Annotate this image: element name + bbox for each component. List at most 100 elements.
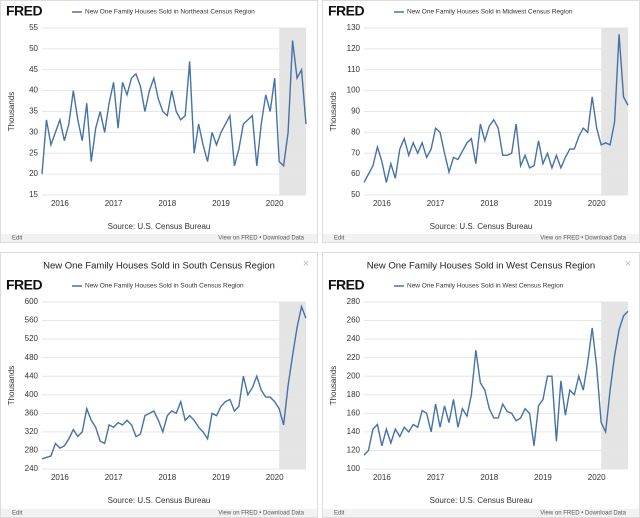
y-tick-label: 50 xyxy=(351,190,360,199)
footer-links[interactable]: View on FRED • Download Data xyxy=(218,236,304,242)
y-tick-label: 180 xyxy=(347,390,361,399)
y-tick-label: 70 xyxy=(351,148,360,157)
chart-panel: New One Family Houses Sold in South Cens… xyxy=(0,252,318,518)
footer-links[interactable]: View on FRED • Download Data xyxy=(540,236,626,242)
y-tick-label: 320 xyxy=(25,427,39,436)
y-tick-label: 55 xyxy=(29,23,38,32)
y-tick-label: 20 xyxy=(29,169,38,178)
y-tick-label: 260 xyxy=(347,316,361,325)
x-tick-label: 2020 xyxy=(588,473,606,482)
chart-panel: FRED New One Family Houses Sold in Midwes… xyxy=(322,0,640,243)
y-tick-label: 35 xyxy=(29,107,38,116)
y-tick-label: 480 xyxy=(25,353,39,362)
y-tick-label: 80 xyxy=(351,127,360,136)
close-icon: × xyxy=(303,258,309,270)
x-tick-label: 2018 xyxy=(480,199,498,208)
x-tick-label: 2017 xyxy=(427,473,445,482)
y-tick-label: 90 xyxy=(351,107,360,116)
edit-link[interactable]: Edit xyxy=(12,511,23,517)
x-tick-label: 2019 xyxy=(534,199,552,208)
x-tick-label: 2020 xyxy=(266,199,284,208)
plot-area xyxy=(42,302,306,469)
line-series xyxy=(41,40,307,175)
y-tick-label: 280 xyxy=(25,446,39,455)
x-tick-label: 2017 xyxy=(105,473,123,482)
y-tick-label: 560 xyxy=(25,316,39,325)
footer-bar xyxy=(1,509,317,517)
x-tick-label: 2019 xyxy=(212,473,230,482)
x-tick-label: 2016 xyxy=(373,473,391,482)
y-tick-label: 240 xyxy=(347,334,361,343)
legend-label: New One Family Houses Sold in Northeast … xyxy=(85,9,255,16)
footer-links[interactable]: View on FRED • Download Data xyxy=(540,511,626,517)
y-tick-label: 600 xyxy=(25,297,39,306)
x-tick-label: 2018 xyxy=(480,473,498,482)
y-tick-label: 100 xyxy=(347,464,361,473)
fred-logo: FRED xyxy=(328,3,365,19)
y-tick-label: 130 xyxy=(347,23,361,32)
line-series xyxy=(363,34,629,183)
y-tick-label: 120 xyxy=(347,44,361,53)
chart-panel: New One Family Houses Sold in West Censu… xyxy=(322,252,640,518)
x-tick-label: 2019 xyxy=(534,473,552,482)
fred-logo: FRED xyxy=(328,277,365,293)
legend-label: New One Family Houses Sold in Midwest Ce… xyxy=(407,9,573,16)
x-tick-label: 2017 xyxy=(427,199,445,208)
y-tick-label: 440 xyxy=(25,371,39,380)
fred-logo: FRED xyxy=(6,277,43,293)
y-tick-label: 400 xyxy=(25,390,39,399)
x-tick-label: 2017 xyxy=(105,199,123,208)
recession-shading xyxy=(601,302,628,469)
source-note: Source: U.S. Census Bureau xyxy=(430,496,533,505)
plot-area xyxy=(364,302,628,469)
footer-bar xyxy=(323,509,639,517)
chart-title: New One Family Houses Sold in West Censu… xyxy=(367,261,595,272)
source-note: Source: U.S. Census Bureau xyxy=(108,496,211,505)
y-tick-label: 160 xyxy=(347,408,361,417)
y-tick-label: 280 xyxy=(347,297,361,306)
x-tick-label: 2016 xyxy=(51,473,69,482)
close-icon: × xyxy=(625,258,631,270)
y-axis-label: Thousands xyxy=(329,92,338,132)
y-tick-label: 45 xyxy=(29,65,38,74)
source-note: Source: U.S. Census Bureau xyxy=(430,222,533,231)
y-tick-label: 60 xyxy=(351,169,360,178)
y-tick-label: 100 xyxy=(347,86,361,95)
x-tick-label: 2016 xyxy=(373,199,391,208)
x-tick-label: 2018 xyxy=(158,199,176,208)
recession-shading xyxy=(279,302,306,469)
legend-label: New One Family Houses Sold in West Censu… xyxy=(407,283,564,290)
x-tick-label: 2020 xyxy=(588,199,606,208)
y-tick-label: 140 xyxy=(347,427,361,436)
y-axis-label: Thousands xyxy=(7,92,16,132)
y-tick-label: 120 xyxy=(347,446,361,455)
y-tick-label: 50 xyxy=(29,44,38,53)
edit-link[interactable]: Edit xyxy=(334,511,345,517)
chart-title: New One Family Houses Sold in South Cens… xyxy=(43,261,275,272)
line-series xyxy=(41,304,307,460)
y-tick-label: 520 xyxy=(25,334,39,343)
edit-link[interactable]: Edit xyxy=(334,236,345,242)
x-tick-label: 2019 xyxy=(212,199,230,208)
y-tick-label: 110 xyxy=(347,65,360,74)
y-tick-label: 220 xyxy=(347,353,361,362)
y-tick-label: 15 xyxy=(29,190,38,199)
source-note: Source: U.S. Census Bureau xyxy=(108,222,211,231)
y-tick-label: 40 xyxy=(29,86,38,95)
y-axis-label: Thousands xyxy=(7,366,16,406)
y-axis-label: Thousands xyxy=(329,366,338,406)
x-tick-label: 2018 xyxy=(158,473,176,482)
line-series xyxy=(363,310,629,456)
footer-links[interactable]: View on FRED • Download Data xyxy=(218,511,304,517)
legend-label: New One Family Houses Sold in South Cens… xyxy=(85,283,244,290)
footer-bar xyxy=(1,234,317,242)
y-tick-label: 240 xyxy=(25,464,39,473)
x-tick-label: 2016 xyxy=(51,199,69,208)
y-tick-label: 30 xyxy=(29,127,38,136)
edit-link[interactable]: Edit xyxy=(12,236,23,242)
y-tick-label: 200 xyxy=(347,371,361,380)
y-tick-label: 25 xyxy=(29,148,38,157)
chart-panel: FRED New One Family Houses Sold in Northe… xyxy=(0,0,318,243)
